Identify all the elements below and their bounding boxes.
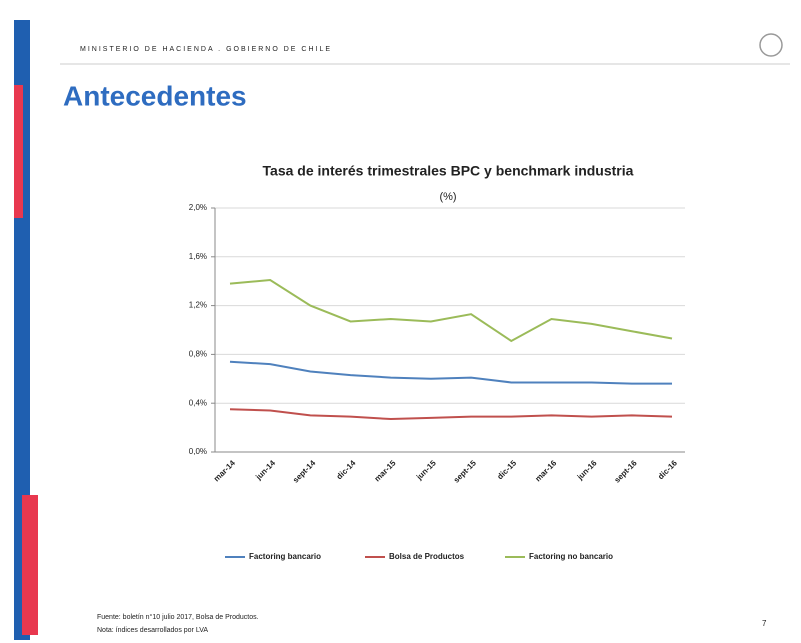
series-line bbox=[229, 360, 672, 385]
legend-label: Bolsa de Productos bbox=[389, 552, 465, 561]
y-tick-label: 1,6% bbox=[189, 252, 207, 261]
page-number: 7 bbox=[762, 619, 767, 628]
footnote: Nota: índices desarrollados por LVA bbox=[97, 627, 208, 634]
y-tick-label: 0,0% bbox=[189, 447, 207, 456]
series-line bbox=[229, 408, 673, 421]
side-accent bbox=[14, 85, 23, 218]
footnote: Fuente: boletín n°10 julio 2017, Bolsa d… bbox=[97, 613, 259, 621]
header-org: MINISTERIO DE HACIENDA . GOBIERNO DE CHI… bbox=[80, 46, 332, 53]
legend-label: Factoring no bancario bbox=[529, 552, 613, 561]
logo bbox=[759, 33, 783, 57]
series-line bbox=[229, 278, 673, 343]
chart-title: Tasa de interés trimestrales BPC y bench… bbox=[263, 163, 634, 179]
y-tick-label: 0,8% bbox=[189, 350, 207, 359]
side-accent bbox=[22, 495, 38, 635]
y-tick-label: 1,2% bbox=[189, 301, 207, 310]
y-tick-label: 2,0% bbox=[189, 203, 207, 212]
legend-label: Factoring bancario bbox=[249, 552, 321, 561]
slide-title: Antecedentes bbox=[63, 80, 247, 111]
y-tick-label: 0,4% bbox=[189, 398, 207, 407]
chart-subtitle: (%) bbox=[439, 191, 456, 203]
